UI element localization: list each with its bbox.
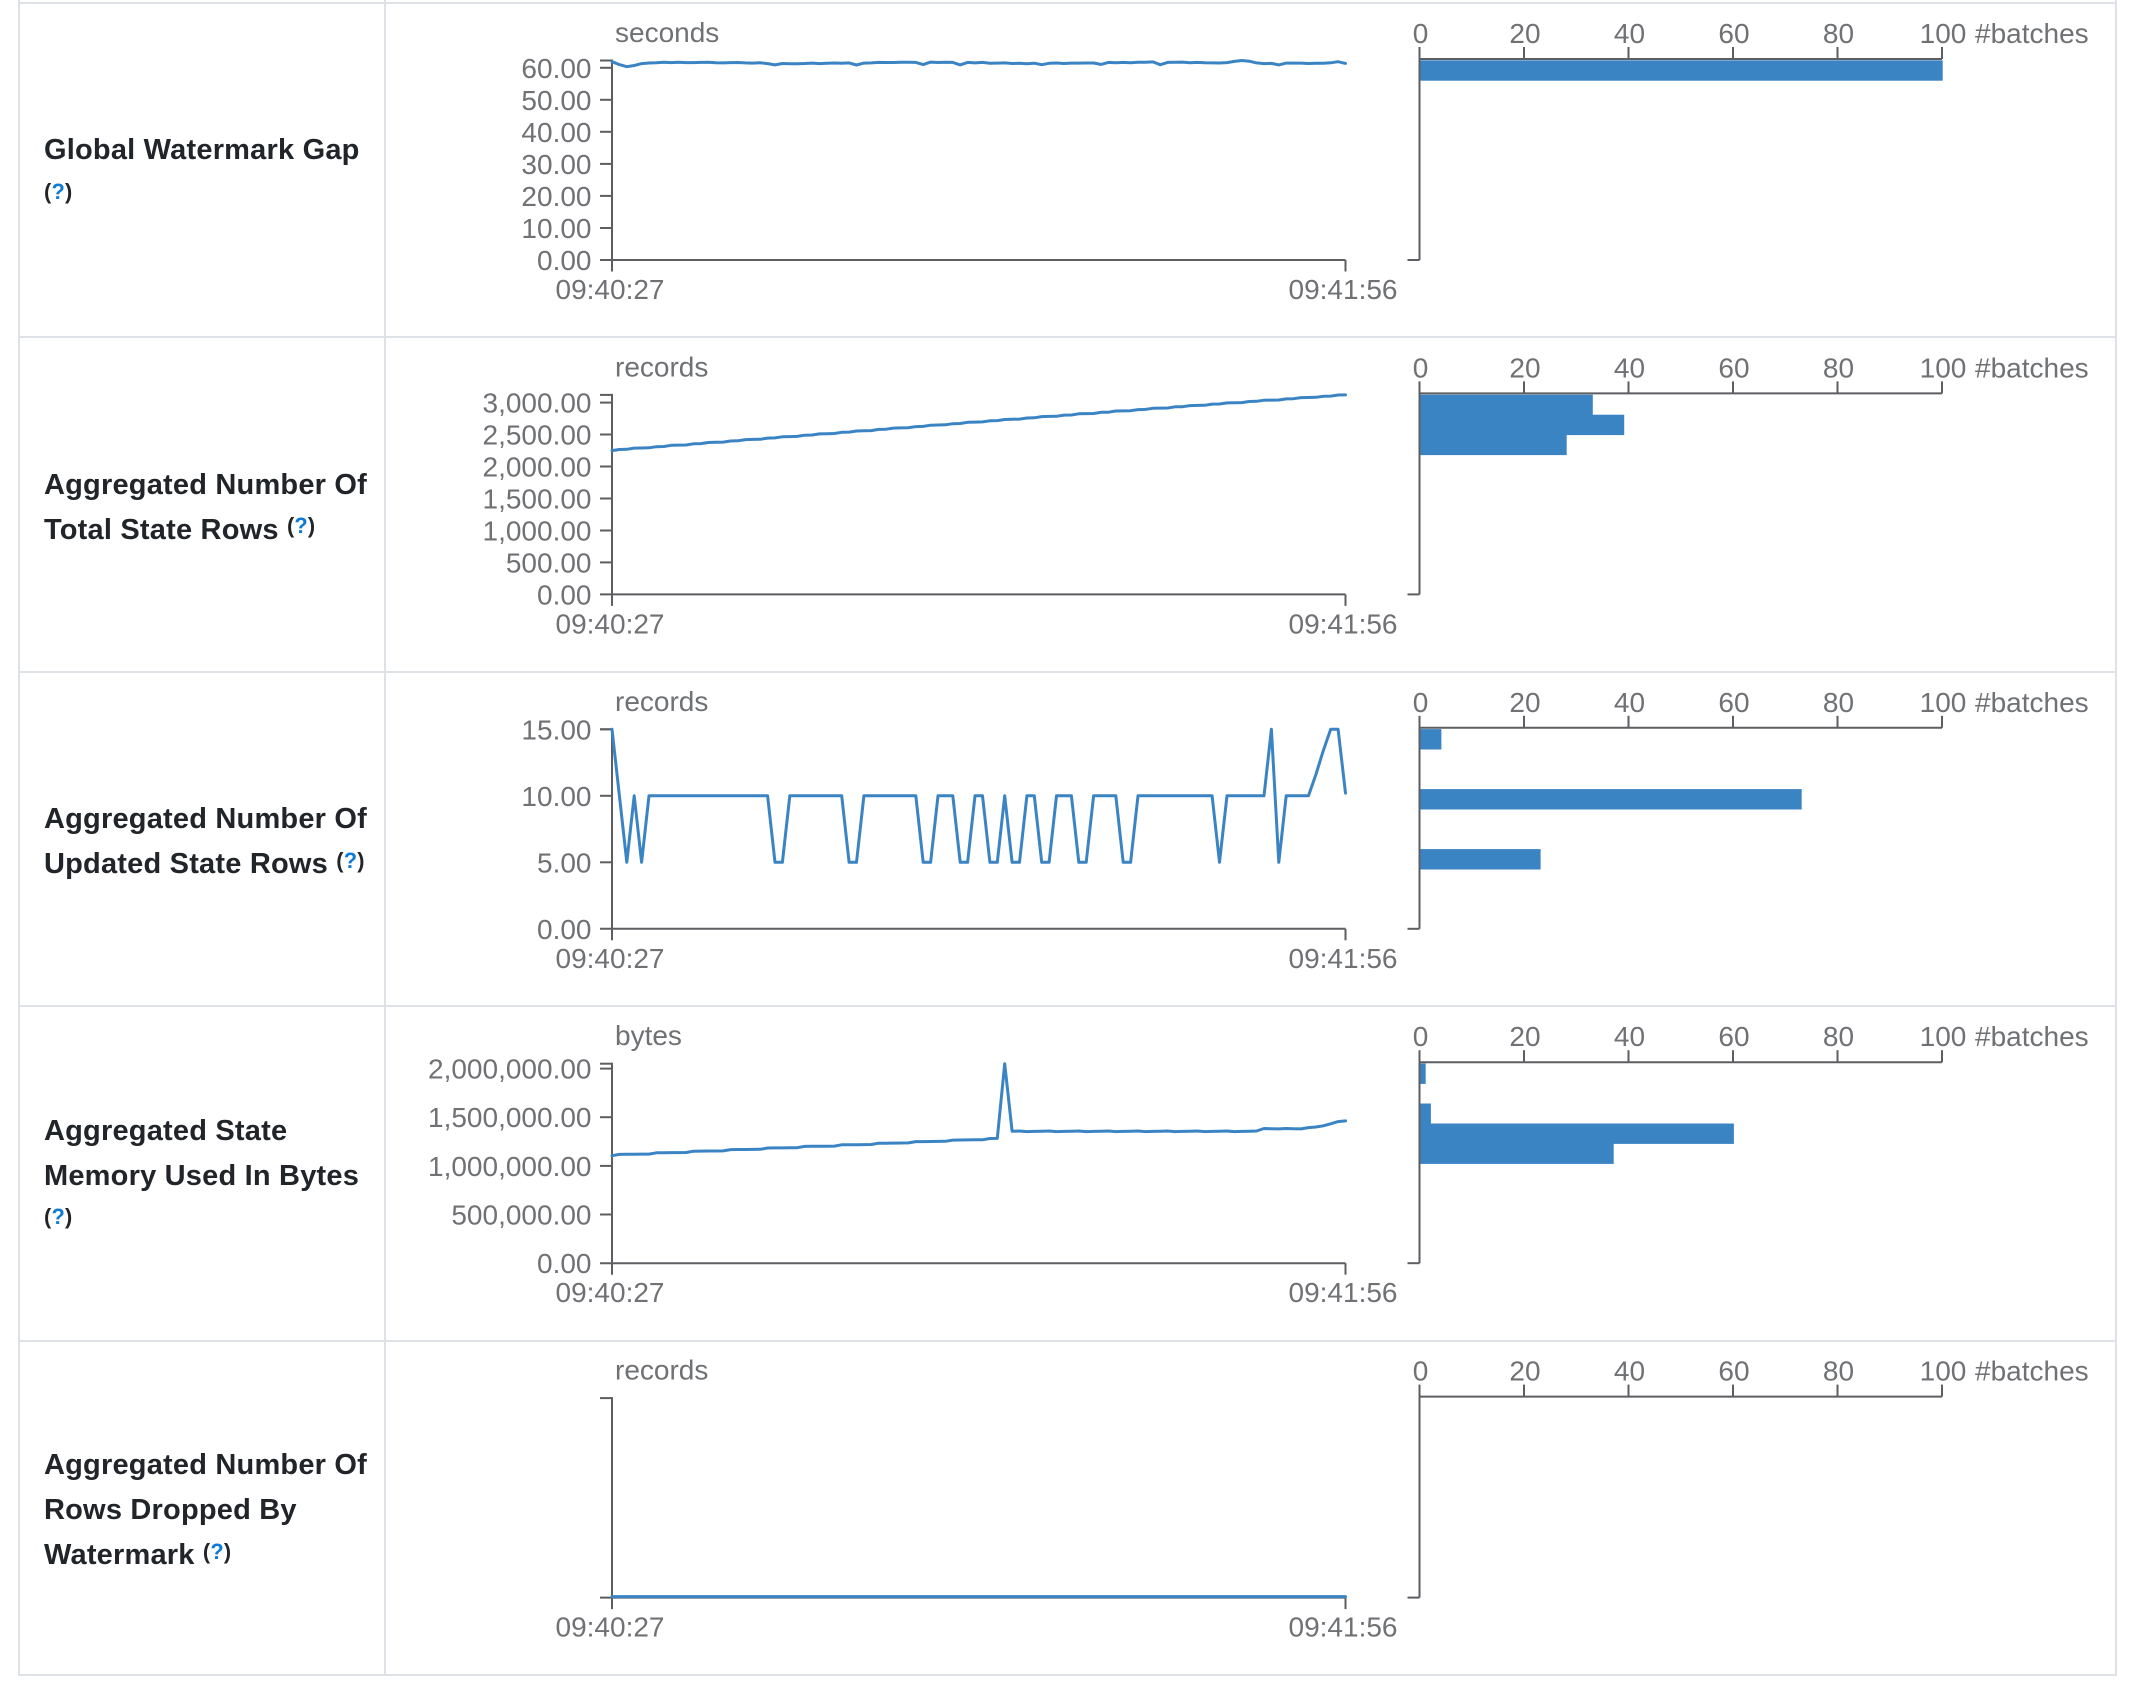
svg-text:10.00: 10.00	[521, 213, 591, 244]
svg-text:0.00: 0.00	[537, 1248, 592, 1279]
svg-text:80: 80	[1823, 687, 1854, 718]
svg-text:40: 40	[1614, 18, 1645, 49]
svg-text:40: 40	[1614, 1021, 1645, 1052]
svg-text:10.00: 10.00	[521, 781, 591, 812]
svg-text:80: 80	[1823, 18, 1854, 49]
svg-text:#batches: #batches	[1975, 1356, 2089, 1387]
svg-text:#batches: #batches	[1975, 1021, 2089, 1052]
svg-text:1,000.00: 1,000.00	[483, 516, 592, 547]
svg-text:0: 0	[1413, 352, 1429, 383]
svg-text:60: 60	[1718, 352, 1749, 383]
svg-text:0: 0	[1413, 1021, 1429, 1052]
svg-text:20: 20	[1509, 1356, 1540, 1387]
svg-text:records: records	[615, 351, 708, 382]
svg-text:60: 60	[1718, 1021, 1749, 1052]
svg-text:0: 0	[1413, 18, 1429, 49]
svg-text:60.00: 60.00	[521, 53, 591, 84]
svg-text:30.00: 30.00	[521, 149, 591, 180]
svg-text:seconds: seconds	[615, 17, 719, 48]
svg-text:40.00: 40.00	[521, 117, 591, 148]
svg-text:100: 100	[1920, 18, 1967, 49]
svg-text:09:41:56: 09:41:56	[1289, 1277, 1398, 1308]
svg-text:80: 80	[1823, 352, 1854, 383]
svg-text:40: 40	[1614, 687, 1645, 718]
svg-text:09:40:27: 09:40:27	[556, 943, 665, 974]
svg-text:09:40:27: 09:40:27	[556, 1277, 665, 1308]
svg-text:80: 80	[1823, 1356, 1854, 1387]
svg-text:20: 20	[1509, 687, 1540, 718]
svg-text:100: 100	[1920, 687, 1967, 718]
svg-text:20: 20	[1509, 18, 1540, 49]
svg-text:60: 60	[1718, 18, 1749, 49]
svg-text:09:40:27: 09:40:27	[556, 1612, 665, 1643]
svg-text:40: 40	[1614, 1356, 1645, 1387]
svg-text:50.00: 50.00	[521, 85, 591, 116]
svg-text:500.00: 500.00	[506, 547, 592, 578]
svg-text:#batches: #batches	[1975, 687, 2089, 718]
svg-text:60: 60	[1718, 687, 1749, 718]
svg-text:60: 60	[1718, 1356, 1749, 1387]
svg-text:09:41:56: 09:41:56	[1289, 943, 1398, 974]
svg-text:0.00: 0.00	[537, 579, 592, 610]
svg-text:2,500.00: 2,500.00	[483, 420, 592, 451]
svg-text:40: 40	[1614, 352, 1645, 383]
svg-text:500,000.00: 500,000.00	[451, 1200, 591, 1231]
svg-text:1,500.00: 1,500.00	[483, 484, 592, 515]
svg-text:09:40:27: 09:40:27	[556, 608, 665, 639]
svg-text:09:41:56: 09:41:56	[1289, 274, 1398, 305]
svg-text:09:40:27: 09:40:27	[556, 274, 665, 305]
svg-text:20: 20	[1509, 1021, 1540, 1052]
svg-text:5.00: 5.00	[537, 847, 592, 878]
svg-text:#batches: #batches	[1975, 18, 2089, 49]
svg-text:100: 100	[1920, 352, 1967, 383]
svg-text:15.00: 15.00	[521, 714, 591, 745]
svg-text:bytes: bytes	[615, 1020, 682, 1051]
svg-text:2,000,000.00: 2,000,000.00	[428, 1054, 592, 1085]
svg-text:3,000.00: 3,000.00	[483, 388, 592, 419]
svg-text:100: 100	[1920, 1021, 1967, 1052]
svg-text:80: 80	[1823, 1021, 1854, 1052]
svg-text:records: records	[615, 1355, 708, 1386]
svg-text:09:41:56: 09:41:56	[1289, 1612, 1398, 1643]
svg-text:1,500,000.00: 1,500,000.00	[428, 1102, 592, 1133]
svg-text:09:41:56: 09:41:56	[1289, 608, 1398, 639]
svg-text:0: 0	[1413, 1356, 1429, 1387]
svg-text:records: records	[615, 686, 708, 717]
svg-text:20.00: 20.00	[521, 181, 591, 212]
svg-text:20: 20	[1509, 352, 1540, 383]
svg-text:0.00: 0.00	[537, 914, 592, 945]
svg-text:100: 100	[1920, 1356, 1967, 1387]
svg-text:1,000,000.00: 1,000,000.00	[428, 1151, 592, 1182]
svg-text:0.00: 0.00	[537, 245, 592, 276]
svg-text:2,000.00: 2,000.00	[483, 452, 592, 483]
svg-text:#batches: #batches	[1975, 352, 2089, 383]
svg-text:0: 0	[1413, 687, 1429, 718]
